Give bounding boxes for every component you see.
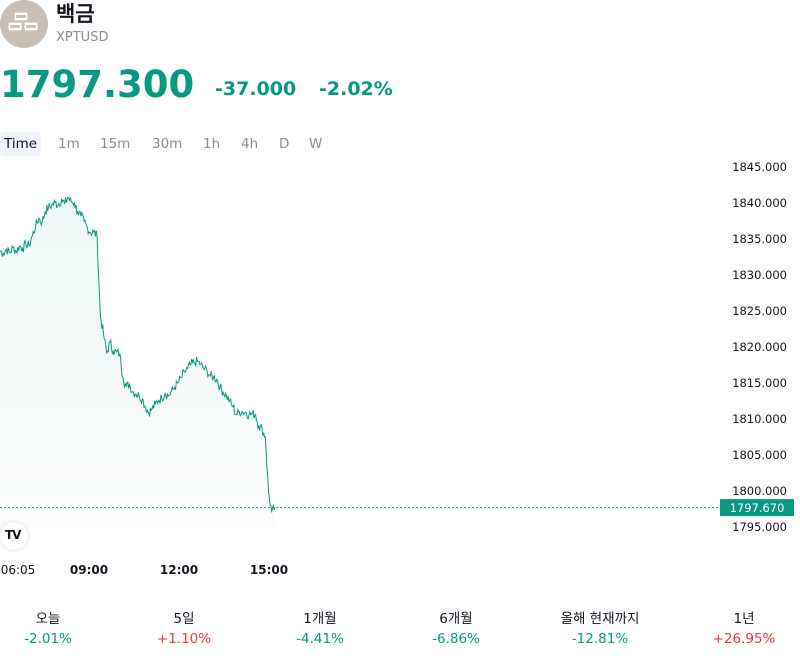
perf-1y[interactable]: 1년 +26.95% [684, 610, 800, 649]
performance-row: 오늘 -2.01% 5일 +1.10% 1개월 -4.41% 6개월 -6.86… [0, 610, 800, 650]
y-tick-label: 1840.000 [732, 196, 787, 210]
perf-1m[interactable]: 1개월 -4.41% [260, 610, 380, 649]
perf-5d[interactable]: 5일 +1.10% [124, 610, 244, 649]
perf-value: -4.41% [296, 631, 344, 647]
perf-6m[interactable]: 6개월 -6.86% [396, 610, 516, 649]
y-tick-label: 1815.000 [732, 376, 787, 390]
x-tick-label: 06:05 [1, 563, 36, 577]
y-tick-label: 1830.000 [732, 268, 787, 282]
tab-time[interactable]: Time [0, 132, 42, 156]
y-tick-label: 1810.000 [732, 412, 787, 426]
tab-15m[interactable]: 15m [100, 136, 131, 152]
perf-value: +1.10% [156, 631, 212, 647]
symbol-ticker: XPTUSD [56, 30, 109, 45]
y-tick-label: 1835.000 [732, 232, 787, 246]
y-tick-label: 1805.000 [732, 448, 787, 462]
tradingview-logo-icon[interactable]: TV [0, 522, 28, 550]
price-chart[interactable]: 1797.670 1845.000 1840.000 1835.000 1830.000… [0, 160, 800, 585]
perf-label: 1개월 [303, 611, 337, 627]
perf-value: -2.01% [24, 631, 72, 647]
perf-value: -6.86% [432, 631, 480, 647]
price-change-percent: -2.02% [319, 78, 393, 100]
perf-value: -12.81% [571, 631, 629, 647]
last-price: 1797.300 [0, 63, 195, 106]
symbol-header: 백금 XPTUSD [0, 0, 800, 60]
tab-1m[interactable]: 1m [58, 136, 80, 152]
y-tick-label: 1800.000 [732, 484, 787, 498]
tab-d[interactable]: D [279, 136, 290, 152]
perf-label: 오늘 [35, 611, 61, 627]
y-tick-label: 1845.000 [732, 160, 787, 174]
platinum-bars-icon [0, 0, 48, 48]
perf-value: +26.95% [712, 631, 776, 647]
x-tick-label: 15:00 [250, 563, 288, 577]
perf-label: 올해 현재까지 [560, 611, 640, 627]
y-tick-label: 1795.000 [732, 520, 787, 534]
perf-label: 1년 [733, 611, 755, 627]
symbol-name: 백금 [56, 2, 95, 26]
perf-ytd[interactable]: 올해 현재까지 -12.81% [540, 610, 660, 649]
y-tick-label: 1820.000 [732, 340, 787, 354]
price-line [0, 196, 276, 513]
tab-1h[interactable]: 1h [203, 136, 221, 152]
x-tick-label: 12:00 [160, 563, 198, 577]
price-area [0, 197, 275, 530]
x-tick-label: 09:00 [70, 563, 108, 577]
tab-4h[interactable]: 4h [241, 136, 259, 152]
tab-w[interactable]: W [309, 136, 323, 152]
perf-label: 6개월 [439, 611, 473, 627]
perf-today[interactable]: 오늘 -2.01% [0, 610, 108, 649]
perf-label: 5일 [173, 611, 195, 627]
y-tick-label: 1825.000 [732, 304, 787, 318]
last-price-label: 1797.670 [730, 501, 785, 515]
price-change: -37.000 [215, 78, 297, 100]
tab-30m[interactable]: 30m [152, 136, 183, 152]
last-price-badge [720, 499, 794, 517]
